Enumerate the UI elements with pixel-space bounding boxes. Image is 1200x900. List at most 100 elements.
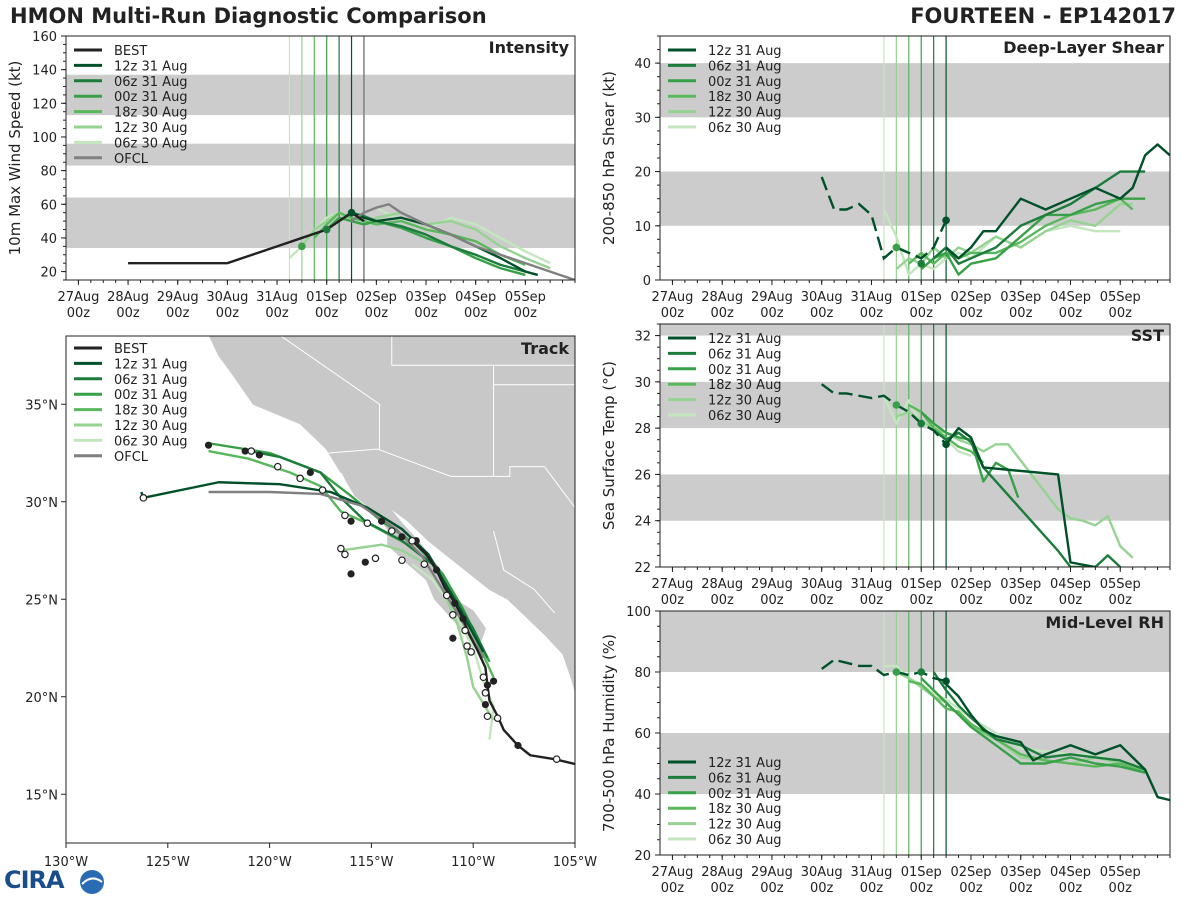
shear-series-line	[920, 197, 1146, 276]
intensity-xtick-label: 04Sep	[455, 290, 496, 305]
track-position-marker-open	[337, 544, 345, 553]
track-position-marker	[451, 599, 459, 607]
intensity-marker	[322, 225, 331, 234]
sst-xtick-label: 29Aug	[751, 577, 793, 592]
shear-legend-label: 06z 30 Aug	[708, 121, 782, 136]
political-border	[328, 448, 545, 477]
sst-marker	[942, 440, 950, 449]
track-position-marker-open	[479, 673, 488, 682]
sst-xtick-label: 00z	[760, 593, 784, 608]
rh-xtick-label: 01Sep	[901, 865, 942, 880]
sst-xtick-label: 00z	[1009, 593, 1033, 608]
rh-ytick-label: 100	[626, 605, 651, 620]
track-position-marker	[255, 451, 264, 459]
rh-xtick-label: 00z	[1009, 881, 1033, 896]
sst-xtick-label: 00z	[711, 593, 735, 608]
political-border	[391, 336, 495, 477]
rh-xtick-label: 30Aug	[801, 865, 843, 880]
track-position-marker-open	[318, 486, 327, 494]
shear-ytick-label: 0	[643, 274, 651, 289]
shear-ylabel: 200-850 hPa Shear (kt)	[600, 71, 618, 245]
track-legend-label: 00z 31 Aug	[114, 388, 188, 403]
sst-band	[660, 381, 1170, 429]
track-position-marker-open	[273, 462, 282, 471]
track-position-marker-open	[420, 560, 429, 568]
shear-xtick-label: 27Aug	[651, 290, 693, 305]
shear-xtick-label: 00z	[760, 306, 784, 321]
sst-plot-area	[660, 324, 1170, 567]
rh-ytick-label: 20	[634, 849, 651, 864]
track-legend-label: 06z 31 Aug	[114, 373, 188, 388]
rh-panel-title: Mid-Level RH	[1045, 613, 1164, 632]
shear-series-line	[907, 197, 1134, 265]
intensity-legend-label: 12z 30 Aug	[114, 121, 188, 136]
rh-legend-label: 06z 31 Aug	[708, 771, 782, 786]
shear-xtick-label: 00z	[1109, 306, 1133, 321]
intensity-plot-area	[66, 36, 575, 280]
intensity-ytick-label: 80	[40, 165, 57, 180]
rh-legend-label: 06z 30 Aug	[708, 833, 782, 848]
political-border	[493, 530, 556, 614]
sst-xtick-label: 00z	[959, 593, 983, 608]
track-xtick-label: 115°W	[349, 855, 393, 870]
track-xtick-label: 110°W	[451, 855, 495, 870]
shear-xtick-label: 00z	[1059, 306, 1083, 321]
rh-legend-label: 12z 31 Aug	[708, 756, 782, 771]
intensity-xtick-label: 05Sep	[505, 290, 546, 305]
globe-swoosh	[81, 877, 103, 885]
shear-xtick-label: 04Sep	[1050, 290, 1091, 305]
track-position-marker-open	[341, 511, 349, 520]
rh-marker	[917, 668, 926, 676]
intensity-xtick-label: 02Sep	[356, 290, 397, 305]
sst-ytick-label: 24	[634, 515, 651, 530]
track-series-line	[249, 449, 489, 659]
intensity-xtick-label: 03Sep	[406, 290, 447, 305]
track-position-marker	[481, 700, 490, 709]
track-position-marker	[347, 570, 355, 578]
intensity-xtick-label: 00z	[265, 306, 289, 321]
sst-ytick-label: 26	[634, 468, 651, 483]
sst-xtick-label: 00z	[1059, 593, 1083, 608]
track-position-marker-open	[481, 689, 490, 697]
sst-marker	[892, 401, 901, 409]
rh-xtick-label: 00z	[810, 881, 834, 896]
intensity-xtick-label: 00z	[365, 306, 389, 321]
intensity-marker	[347, 208, 356, 217]
cira-globe-icon	[80, 870, 104, 894]
shear-ytick-label: 30	[634, 111, 651, 126]
intensity-ytick-label: 40	[40, 232, 57, 247]
rh-xtick-label: 28Aug	[701, 865, 743, 880]
track-position-marker-open	[139, 494, 148, 502]
track-ytick-label: 30°N	[25, 496, 58, 511]
intensity-xtick-label: 30Aug	[206, 290, 248, 305]
track-position-marker	[432, 566, 441, 574]
shear-xtick-label: 03Sep	[1000, 290, 1041, 305]
rh-xtick-label: 02Sep	[950, 865, 991, 880]
track-legend-label: BEST	[114, 342, 147, 357]
shear-xtick-label: 00z	[711, 306, 735, 321]
shear-series-line	[945, 143, 1170, 260]
track-position-marker	[398, 533, 406, 541]
track-position-marker-open	[483, 712, 492, 721]
intensity-ofcl-line	[350, 202, 575, 280]
track-position-marker	[241, 447, 249, 455]
rh-series-line	[895, 670, 1146, 771]
shear-xtick-label: 00z	[810, 306, 834, 321]
shear-xtick-label: 00z	[860, 306, 884, 321]
track-position-marker-open	[493, 714, 502, 723]
shear-plot-area	[660, 36, 1170, 280]
political-border	[544, 466, 575, 509]
intensity-panel-title: Intensity	[489, 38, 570, 57]
panel-shear: 01020304027Aug00z28Aug00z29Aug00z30Aug00…	[600, 35, 1171, 321]
track-position-marker	[361, 558, 369, 566]
intensity-xtick-label: 27Aug	[57, 290, 99, 305]
intensity-ytick-label: 160	[32, 30, 57, 45]
track-xtick-label: 130°W	[44, 855, 88, 870]
track-position-marker	[459, 615, 467, 623]
sst-xtick-label: 00z	[810, 593, 834, 608]
rh-series-line	[932, 671, 1146, 771]
intensity-ylabel: 10m Max Wind Speed (kt)	[6, 61, 24, 256]
sst-ytick-label: 32	[634, 330, 651, 345]
panel-sst: 22242628303227Aug00z28Aug00z29Aug00z30Au…	[600, 323, 1171, 608]
track-legend-label: 12z 30 Aug	[114, 419, 188, 434]
